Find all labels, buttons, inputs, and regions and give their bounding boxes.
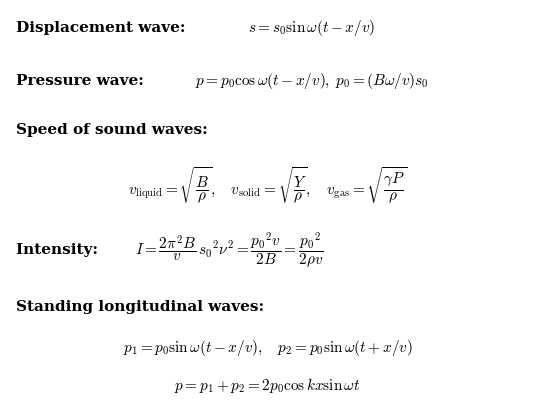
Text: $v_{\mathrm{liquid}} = \sqrt{\dfrac{B}{\rho}},\quad v_{\mathrm{solid}} = \sqrt{\: $v_{\mathrm{liquid}} = \sqrt{\dfrac{B}{\… [128,165,407,206]
Text: Speed of sound waves:: Speed of sound waves: [16,123,208,137]
Text: $s = s_0 \sin\omega(t - x/v)$: $s = s_0 \sin\omega(t - x/v)$ [248,18,376,39]
Text: $p = p_1 + p_2 = 2p_0 \cos kx\sin\omega t$: $p = p_1 + p_2 = 2p_0 \cos kx\sin\omega … [174,376,361,395]
Text: Intensity:: Intensity: [16,243,109,257]
Text: $p_1 = p_0 \sin\omega(t - x/v), \quad p_2 = p_0 \sin\omega(t + x/v)$: $p_1 = p_0 \sin\omega(t - x/v), \quad p_… [123,338,412,358]
Text: $p = p_0 \cos\omega(t - x/v),\; p_0 = (B\omega/v)s_0$: $p = p_0 \cos\omega(t - x/v),\; p_0 = (B… [195,71,429,92]
Text: Displacement wave:: Displacement wave: [16,22,196,35]
Text: Standing longitudinal waves:: Standing longitudinal waves: [16,300,264,314]
Text: Pressure wave:: Pressure wave: [16,74,155,88]
Text: $I = \dfrac{2\pi^2 B}{v}\, s_0{}^2 \nu^2 = \dfrac{p_0{}^2 v}{2B} = \dfrac{p_0{}^: $I = \dfrac{2\pi^2 B}{v}\, s_0{}^2 \nu^2… [135,231,324,270]
